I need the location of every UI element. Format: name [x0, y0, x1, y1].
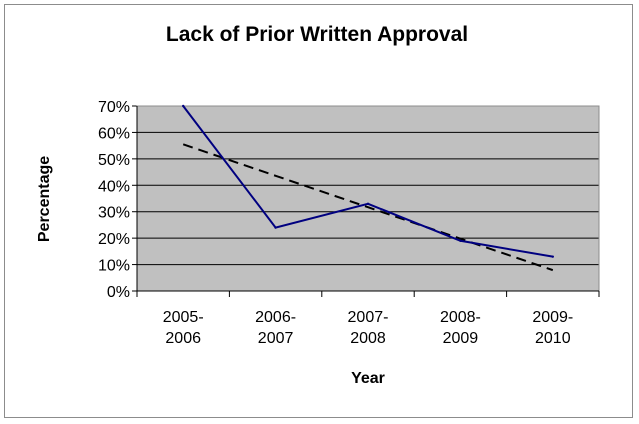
y-tick-label: 20%	[98, 231, 130, 248]
data-point	[366, 202, 370, 205]
y-axis-title: Percentage	[36, 156, 53, 242]
y-tick-label: 0%	[107, 284, 130, 301]
chart-svg: Lack of Prior Written Approval 0% 10% 20% 3…	[36, 23, 600, 387]
y-tick-labels: 0% 10% 20% 30% 40% 50% 60% 70%	[98, 99, 130, 301]
trendline	[182, 143, 554, 272]
series-group	[182, 104, 554, 272]
y-tick-label: 40%	[98, 178, 130, 195]
axes	[132, 105, 600, 297]
chart-title: Lack of Prior Written Approval	[166, 23, 468, 46]
plot-background	[137, 106, 599, 291]
x-tick-label: 2006-2007	[255, 309, 296, 347]
data-point	[551, 255, 554, 258]
data-point	[459, 239, 462, 242]
y-tick-label: 70%	[98, 99, 130, 116]
x-tick-label: 2007-2008	[348, 309, 389, 347]
x-tick-label: 2005-2006	[163, 309, 204, 347]
chart-area: Lack of Prior Written Approval 0% 10% 20% 3…	[4, 4, 633, 418]
data-point	[274, 226, 277, 229]
x-axis-title: Year	[351, 370, 385, 387]
x-tick-label: 2008-2009	[440, 309, 481, 347]
data-point	[182, 104, 185, 108]
y-tick-label: 10%	[98, 258, 130, 275]
y-tick-label: 60%	[98, 125, 130, 142]
x-tick-label: 2009-2010	[532, 309, 573, 347]
y-tick-label: 50%	[98, 152, 130, 169]
x-tick-labels: 2005-2006 2006-2007 2007-2008 2008-2009 2009…	[163, 309, 574, 347]
y-tick-label: 30%	[98, 205, 130, 222]
